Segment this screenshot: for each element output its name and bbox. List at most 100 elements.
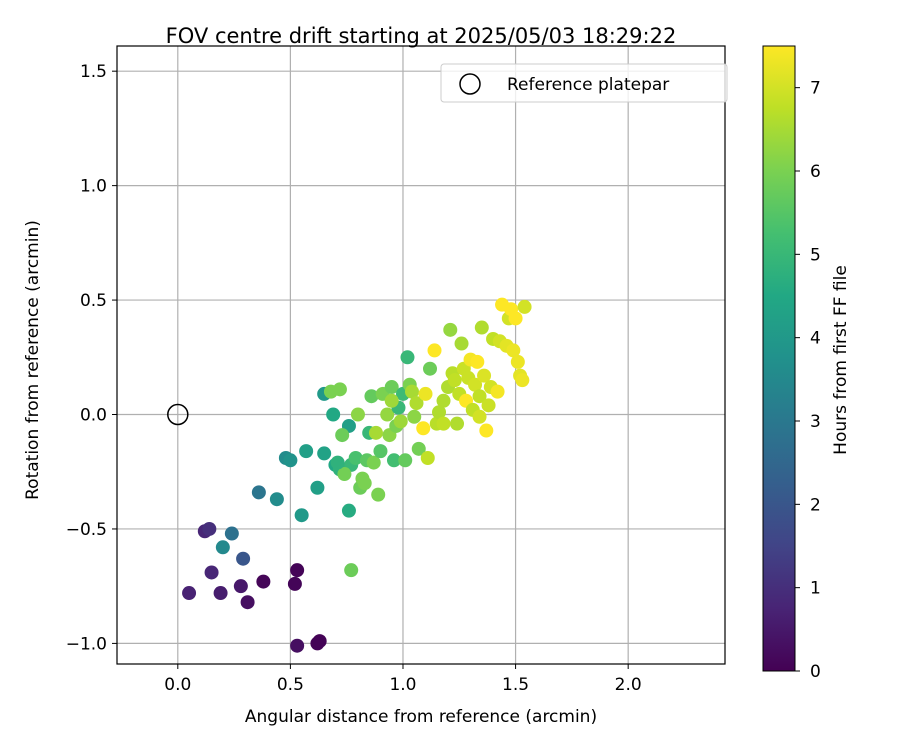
scatter-point <box>213 586 228 601</box>
colorbar-tick-label: 7 <box>810 79 821 99</box>
scatter-point <box>348 451 363 465</box>
scatter-point <box>240 595 255 610</box>
scatter-point <box>287 576 302 591</box>
reference-layer <box>167 403 189 426</box>
y-axis-label: Rotation from reference (arcmin) <box>23 220 43 500</box>
colorbar-tick-label: 3 <box>810 412 821 432</box>
scatter-point <box>470 354 485 369</box>
scatter-point <box>366 455 381 470</box>
scatter-point <box>436 416 451 431</box>
grid-lines <box>117 46 725 664</box>
scatter-point <box>479 423 494 438</box>
scatter-point <box>256 574 271 589</box>
colorbar-ticks: 0 1 2 3 4 5 6 7 <box>795 79 821 682</box>
scatter-point <box>332 382 347 397</box>
scatter-point <box>182 586 197 601</box>
colorbar-label: Hours from first FF file <box>831 265 851 455</box>
scatter-point <box>380 407 395 422</box>
x-tick-label: 2.0 <box>615 675 642 695</box>
scatter-point <box>474 320 489 335</box>
x-tick-label: 0.0 <box>164 675 191 695</box>
scatter-point <box>508 311 523 326</box>
colorbar-tick-label: 6 <box>810 162 821 182</box>
legend-reference-marker <box>459 73 481 95</box>
x-tick-label: 1.0 <box>389 675 416 695</box>
scatter-point <box>368 425 383 440</box>
scatter-point <box>481 398 496 413</box>
scatter-point <box>490 384 505 399</box>
scatter-point <box>407 409 422 424</box>
scatter-point <box>423 361 438 376</box>
scatter-point <box>335 428 350 443</box>
scatter-point <box>294 508 309 523</box>
scatter-point <box>404 384 419 399</box>
y-tick-label: 0.0 <box>80 406 107 426</box>
x-axis-label: Angular distance from reference (arcmin) <box>245 707 597 727</box>
scatter-point <box>350 407 365 422</box>
scatter-point <box>436 393 451 408</box>
scatter-point <box>472 389 487 404</box>
colorbar: 0 1 2 3 4 5 6 7 Hours from first FF file <box>762 45 851 682</box>
plot-frame <box>116 45 726 665</box>
scatter-point <box>341 503 356 518</box>
scatter-point <box>398 453 413 468</box>
y-tick-label: 1.0 <box>80 177 107 197</box>
x-tick-label: 0.5 <box>277 675 304 695</box>
y-axis-ticks: −1.0 −0.5 0.0 0.5 1.0 1.5 <box>66 62 117 654</box>
scatter-point <box>409 396 424 411</box>
y-tick-label: −0.5 <box>66 520 107 540</box>
reference-platepar-marker <box>167 403 189 426</box>
y-tick-label: 0.5 <box>80 291 107 311</box>
scatter-point <box>450 416 465 431</box>
scatter-point <box>326 407 341 422</box>
scatter-points <box>182 297 532 653</box>
scatter-point <box>357 476 372 491</box>
x-axis-ticks: 0.0 0.5 1.0 1.5 2.0 <box>164 664 642 695</box>
scatter-point <box>233 579 248 594</box>
scatter-point <box>204 565 219 580</box>
colorbar-tick-label: 0 <box>810 662 821 682</box>
x-tick-label: 1.5 <box>502 675 529 695</box>
scatter-point <box>393 414 408 429</box>
scatter-point <box>418 386 433 401</box>
scatter-point <box>330 455 345 470</box>
scatter-point <box>443 322 458 337</box>
scatter-point <box>427 343 442 358</box>
scatter-point <box>517 299 532 314</box>
scatter-point <box>215 540 230 555</box>
scatter-point <box>477 368 492 383</box>
scatter-point <box>373 444 388 459</box>
scatter-point <box>290 563 305 578</box>
colorbar-tick-label: 4 <box>810 329 821 349</box>
scatter-point <box>416 421 431 436</box>
scatter-point <box>515 373 530 388</box>
scatter-point <box>472 409 487 424</box>
scatter-point <box>317 446 332 461</box>
scatter-point <box>454 336 469 351</box>
scatter-point <box>283 453 298 468</box>
colorbar-gradient <box>762 45 796 672</box>
colorbar-tick-label: 2 <box>810 495 821 515</box>
scatter-point <box>384 393 399 408</box>
chart-title: FOV centre drift starting at 2025/05/03 … <box>166 24 677 48</box>
scatter-point <box>290 638 305 653</box>
scatter-point <box>420 451 435 465</box>
scatter-point <box>468 377 483 392</box>
scatter-point <box>236 551 251 566</box>
colorbar-tick-label: 5 <box>810 245 821 265</box>
scatter-point <box>384 380 399 395</box>
scatter-point <box>299 444 314 459</box>
scatter-point <box>337 467 352 482</box>
scatter-point <box>371 487 386 502</box>
y-tick-label: 1.5 <box>80 62 107 82</box>
scatter-point <box>310 480 325 495</box>
y-tick-label: −1.0 <box>66 634 107 654</box>
scatter-point <box>386 453 401 468</box>
legend-box <box>440 63 728 103</box>
scatter-point <box>364 389 379 404</box>
legend: Reference platepar <box>440 63 728 103</box>
scatter-point <box>344 563 359 578</box>
scatter-point <box>400 350 415 365</box>
